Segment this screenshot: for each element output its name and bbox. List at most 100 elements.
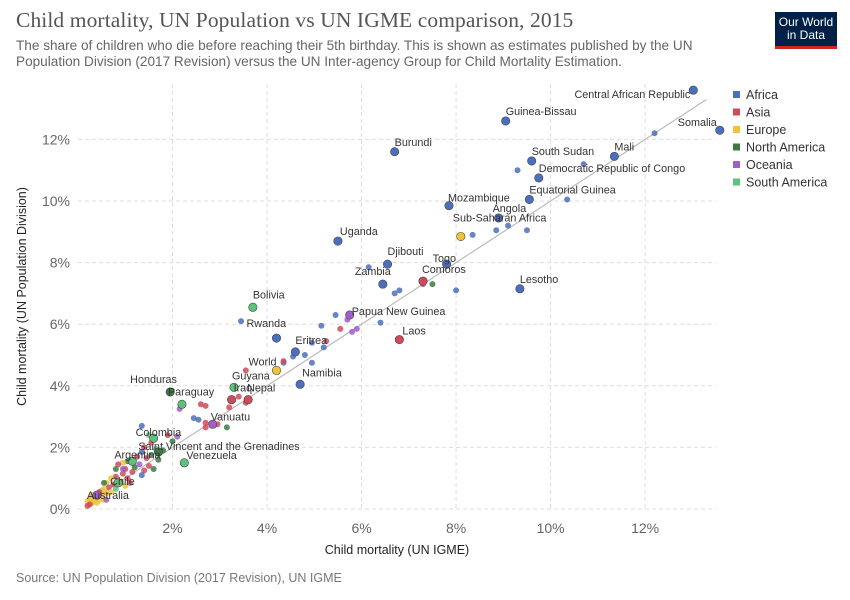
point-label-australia: Australia bbox=[87, 490, 129, 502]
point-label-mali: Mali bbox=[614, 141, 634, 153]
legend-swatch bbox=[733, 178, 740, 186]
scatter-point-namibia bbox=[295, 379, 305, 389]
point-label-world: World bbox=[248, 356, 276, 368]
legend-item-europe[interactable]: Europe bbox=[733, 123, 786, 137]
point-label-venezuela: Venezuela bbox=[186, 450, 236, 462]
x-tick-label: 10% bbox=[537, 520, 565, 536]
scatter-point-laos bbox=[394, 335, 404, 345]
legend-swatch bbox=[733, 91, 740, 98]
scatter-point bbox=[129, 469, 136, 476]
scatter-point bbox=[141, 444, 148, 451]
scatter-point-uganda bbox=[333, 236, 343, 246]
scatter-point bbox=[112, 465, 119, 472]
scatter-point bbox=[190, 415, 197, 422]
point-label-somalia: Somalia bbox=[678, 117, 717, 129]
scatter-point bbox=[242, 367, 249, 374]
legend-label: Oceania bbox=[746, 158, 793, 172]
owid-logo[interactable]: Our World in Data bbox=[775, 12, 837, 49]
legend-item-north-america[interactable]: North America bbox=[733, 141, 825, 155]
source-note[interactable]: Source: UN Population Division (2017 Rev… bbox=[16, 571, 342, 585]
scatter-point bbox=[145, 462, 152, 469]
point-label-guyana: Guyana bbox=[232, 370, 270, 382]
scatter-point bbox=[84, 502, 91, 509]
point-label-eritrea: Eritrea bbox=[295, 335, 327, 347]
scatter-point bbox=[169, 438, 176, 445]
scatter-point-colombia bbox=[149, 433, 159, 443]
scatter-point bbox=[119, 459, 126, 466]
scatter-point-mozambique bbox=[444, 201, 454, 211]
point-label-guinea-bissau: Guinea-Bissau bbox=[506, 106, 577, 118]
scatter-point-somalia bbox=[715, 125, 725, 135]
scatter-point bbox=[150, 465, 157, 472]
scatter-point bbox=[505, 222, 512, 229]
scatter-point bbox=[100, 479, 107, 486]
point-label-angola: Angola bbox=[493, 203, 527, 215]
scatter-point-papua-new-guinea bbox=[345, 310, 355, 320]
y-tick-label: 10% bbox=[42, 193, 70, 209]
x-tick-label: 8% bbox=[446, 520, 466, 536]
point-label-djibouti: Djibouti bbox=[388, 246, 424, 258]
point-label-laos: Laos bbox=[402, 326, 426, 338]
x-tick-label: 4% bbox=[257, 520, 277, 536]
scatter-point bbox=[514, 167, 521, 174]
scatter-point-lesotho bbox=[515, 284, 525, 294]
scatter-point bbox=[174, 433, 181, 440]
scatter-point bbox=[105, 484, 112, 491]
point-label-lesotho: Lesotho bbox=[520, 274, 558, 286]
scatter-point bbox=[349, 328, 356, 335]
y-tick-label: 2% bbox=[50, 439, 70, 455]
point-label-togo: Togo bbox=[433, 253, 456, 265]
scatter-point-honduras bbox=[165, 387, 175, 397]
x-tick-label: 12% bbox=[631, 520, 659, 536]
legend-label: Africa bbox=[746, 88, 778, 102]
point-label-nepal: Nepal bbox=[247, 383, 275, 395]
scatter-point bbox=[108, 489, 115, 496]
scatter-point bbox=[202, 402, 209, 409]
scatter-point-iraq bbox=[227, 395, 237, 405]
scatter-point-democratic-republic-of-congo bbox=[534, 173, 544, 183]
scatter-point bbox=[396, 287, 403, 294]
scatter-point bbox=[493, 227, 500, 234]
scatter-point bbox=[353, 325, 360, 332]
chart-title: Child mortality, UN Population vs UN IGM… bbox=[16, 8, 574, 32]
legend-item-asia[interactable]: Asia bbox=[733, 106, 770, 120]
legend-label: Asia bbox=[746, 106, 770, 120]
scatter-point-venezuela bbox=[179, 458, 189, 468]
point-label-argentina: Argentina bbox=[114, 449, 160, 461]
point-label-vanuatu: Vanuatu bbox=[211, 411, 250, 423]
legend-item-south-america[interactable]: South America bbox=[733, 176, 827, 190]
point-label-democratic-republic-of-congo: Democratic Republic of Congo bbox=[539, 163, 685, 175]
scatter-point bbox=[131, 464, 138, 471]
scatter-point bbox=[136, 461, 143, 468]
scatter-point bbox=[143, 455, 150, 462]
scatter-point bbox=[115, 461, 122, 468]
scatter-point bbox=[138, 472, 145, 479]
point-label-equatorial-guinea: Equatorial Guinea bbox=[529, 184, 615, 196]
chart-subtitle: The share of children who die before rea… bbox=[16, 38, 693, 69]
scatter-point-equatorial-guinea bbox=[524, 194, 534, 204]
point-label-central-african-republic: Central African Republic bbox=[574, 89, 690, 101]
legend-item-oceania[interactable]: Oceania bbox=[733, 158, 793, 172]
scatter-point-guyana bbox=[229, 382, 239, 392]
scatter-point bbox=[103, 496, 110, 503]
point-label-rwanda: Rwanda bbox=[246, 318, 286, 330]
scatter-point bbox=[523, 227, 530, 234]
scatter-point bbox=[580, 161, 587, 168]
scatter-point bbox=[141, 467, 148, 474]
scatter-point bbox=[164, 432, 171, 439]
scatter-point-rwanda bbox=[271, 333, 281, 343]
legend-item-africa[interactable]: Africa bbox=[733, 88, 778, 102]
reference-line-y-equals-x bbox=[87, 98, 707, 504]
scatter-point bbox=[280, 358, 287, 365]
scatter-point-australia bbox=[92, 490, 102, 500]
scatter-point bbox=[235, 393, 242, 400]
scatter-point-south-sudan bbox=[527, 156, 537, 166]
scatter-point-guinea-bissau bbox=[501, 116, 511, 126]
scatter-point-argentina bbox=[127, 456, 137, 466]
scatter-point-angola bbox=[494, 213, 504, 223]
point-label-saint-vincent-and-the-grenadines: Saint Vincent and the Grenadines bbox=[138, 441, 300, 453]
x-tick-label: 2% bbox=[162, 520, 182, 536]
y-tick-label: 4% bbox=[50, 378, 70, 394]
point-label-paraguay: Paraguay bbox=[168, 386, 215, 398]
scatter-point bbox=[93, 499, 100, 506]
